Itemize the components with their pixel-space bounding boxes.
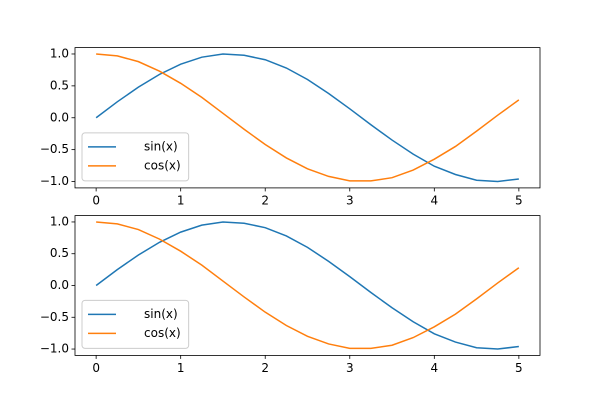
y-tick-label: −1.0 bbox=[40, 174, 69, 188]
y-tick-label: −1.0 bbox=[40, 342, 69, 356]
x-tick-label: 5 bbox=[515, 193, 523, 207]
x-tick-label: 0 bbox=[92, 193, 100, 207]
y-tick-label: 0.5 bbox=[50, 246, 69, 260]
x-tick-label: 2 bbox=[261, 361, 269, 375]
x-tick-label: 5 bbox=[515, 361, 523, 375]
y-tick-label: −0.5 bbox=[40, 142, 69, 156]
y-tick-label: 1.0 bbox=[50, 46, 69, 60]
series-line bbox=[95, 53, 519, 183]
series-line bbox=[95, 221, 519, 350]
x-tick-label: 3 bbox=[346, 193, 354, 207]
legend-box bbox=[81, 132, 190, 182]
x-tick-label: 3 bbox=[346, 361, 354, 375]
series-line bbox=[96, 53, 520, 182]
x-tick-label: 4 bbox=[430, 193, 438, 207]
legend-label: sin(x) bbox=[144, 307, 178, 321]
legend-label: cos(x) bbox=[144, 326, 181, 340]
x-tick-label: 1 bbox=[177, 193, 185, 207]
x-tick-label: 4 bbox=[430, 361, 438, 375]
legend-label: sin(x) bbox=[144, 139, 178, 153]
legend-box bbox=[81, 299, 190, 349]
x-tick-label: 0 bbox=[92, 361, 100, 375]
x-tick-label: 1 bbox=[177, 361, 185, 375]
y-tick-label: 0.0 bbox=[50, 278, 69, 292]
legend-label: cos(x) bbox=[144, 158, 181, 172]
series-line bbox=[96, 221, 520, 350]
y-tick-label: 0.0 bbox=[50, 110, 69, 124]
y-tick-label: −0.5 bbox=[40, 310, 69, 324]
y-tick-label: 1.0 bbox=[50, 214, 69, 228]
y-tick-label: 0.5 bbox=[50, 78, 69, 92]
x-tick-label: 2 bbox=[261, 193, 269, 207]
